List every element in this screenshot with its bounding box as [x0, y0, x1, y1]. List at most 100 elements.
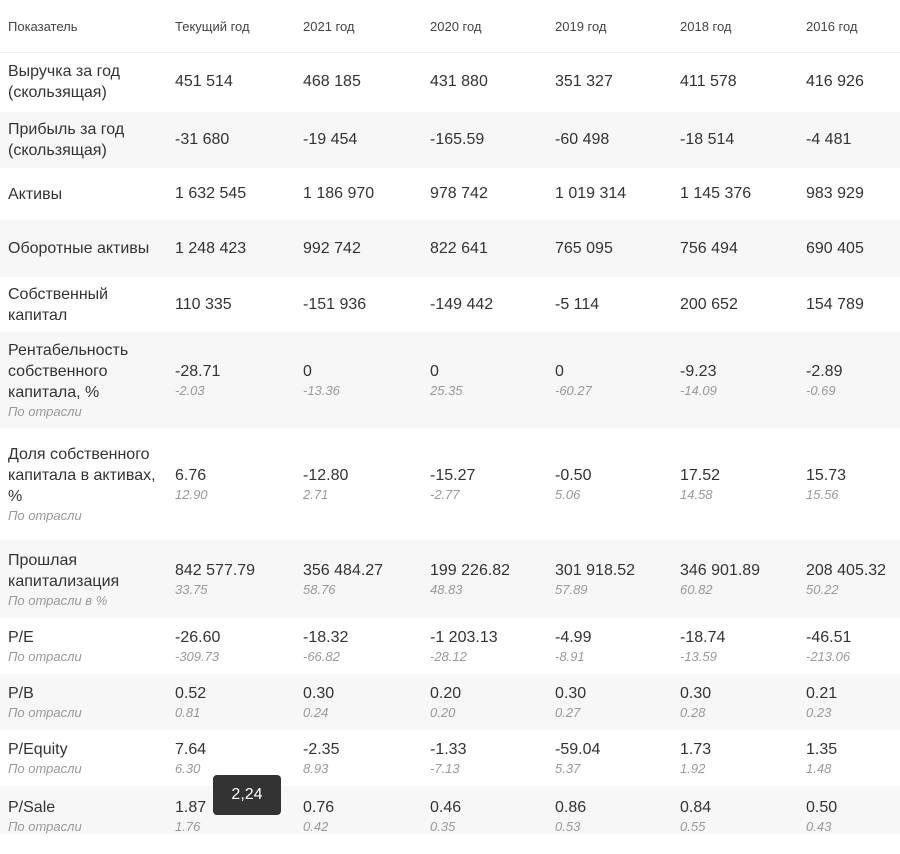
value: -18.74: [680, 628, 726, 646]
tooltip: 2,24: [213, 775, 281, 815]
table-row: P/Sale По отрасли 1.87 1.76 0.76 0.42 0.46 0.35…: [0, 786, 900, 834]
value-cell: 765 095: [555, 220, 677, 277]
value: 0.30: [680, 684, 712, 702]
industry-value: 2.71: [303, 486, 329, 502]
value: -1.33: [430, 740, 467, 758]
industry-value: 1.92: [680, 760, 706, 776]
industry-value: 0.27: [555, 704, 581, 720]
value: 0.50: [806, 798, 838, 816]
table-row: P/B По отрасли 0.52 0.81 0.30 0.24 0.20 0.20 0.3…: [0, 674, 900, 730]
row-label: P/E: [8, 629, 34, 646]
value: -18 514: [680, 131, 735, 148]
value: 17.52: [680, 466, 721, 484]
header-cell: 2020 год: [430, 18, 482, 34]
value: 416 926: [806, 73, 864, 90]
value: 468 185: [303, 73, 361, 90]
value: -12.80: [303, 466, 349, 484]
row-sublabel: По отрасли: [8, 705, 82, 720]
industry-value: 58.76: [303, 581, 336, 597]
value-cell: 0 -13.36: [303, 332, 428, 428]
value-cell: 17.52 14.58: [680, 428, 802, 540]
row-label: Прошлая капитализация: [8, 551, 120, 590]
value: 301 918.52: [555, 561, 636, 579]
header-cell: Текущий год: [175, 18, 250, 34]
value-cell: 0.46 0.35: [430, 786, 552, 834]
value: -4.99: [555, 628, 592, 646]
value: 1 145 376: [680, 185, 752, 202]
row-label-cell: Выручка за год (скользящая): [8, 52, 158, 112]
value-cell: -15.27 -2.77: [430, 428, 552, 540]
industry-value: 1.76: [175, 818, 201, 834]
value-cell: 301 918.52 57.89: [555, 540, 677, 618]
industry-value: -13.36: [303, 382, 340, 398]
value: 756 494: [680, 239, 738, 257]
value-cell: 451 514: [175, 52, 300, 112]
industry-value: 0.35: [430, 818, 456, 834]
value-cell: 356 484.27 58.76: [303, 540, 428, 618]
value-cell: 208 405.32 50.22: [806, 540, 900, 618]
table: Показатель Текущий год 2021 год 2020 год 201…: [0, 18, 900, 834]
value-cell: -4 481: [806, 112, 900, 168]
value-cell: -28.71 -2.03: [175, 332, 300, 428]
row-label-cell: P/Equity По отрасли: [8, 730, 158, 786]
industry-value: 0.24: [303, 704, 329, 720]
value: -28.71: [175, 362, 221, 380]
value-cell: -1.33 -7.13: [430, 730, 552, 786]
value-cell: -18.74 -13.59: [680, 618, 802, 674]
value-cell: 1 632 545: [175, 168, 300, 220]
value: 351 327: [555, 73, 613, 90]
value: 0: [430, 362, 439, 380]
value-cell: 0.52 0.81: [175, 674, 300, 730]
row-label-cell: P/E По отрасли: [8, 618, 158, 674]
table-row: Активы 1 632 545 1 186 970 978 742 1 019 314…: [0, 168, 900, 220]
industry-value: 6.30: [175, 760, 201, 776]
row-label: Собственный капитал: [8, 285, 109, 324]
industry-value: 5.06: [555, 486, 581, 502]
header-cell: 2016 год: [806, 18, 858, 34]
row-label: Рентабельность собственного капитала, %: [8, 342, 129, 401]
industry-value: 14.58: [680, 486, 713, 502]
value: 842 577.79: [175, 561, 256, 579]
value: -59.04: [555, 740, 601, 758]
table-row: Прибыль за год (скользящая) -31 680 -19 45…: [0, 112, 900, 168]
value-cell: 0 -60.27: [555, 332, 677, 428]
industry-value: -14.09: [680, 382, 717, 398]
table-row: P/E По отрасли -26.60 -309.73 -18.32 -66.82 -1…: [0, 618, 900, 674]
industry-value: 5.37: [555, 760, 581, 776]
value-cell: 0.76 0.42: [303, 786, 428, 834]
value: -46.51: [806, 628, 852, 646]
value: 200 652: [680, 295, 738, 313]
value-cell: 978 742: [430, 168, 552, 220]
value: 0.30: [303, 684, 335, 702]
value-cell: -12.80 2.71: [303, 428, 428, 540]
value-cell: -151 936: [303, 277, 428, 332]
value: -26.60: [175, 628, 221, 646]
value-cell: -26.60 -309.73: [175, 618, 300, 674]
value-cell: -59.04 5.37: [555, 730, 677, 786]
value: 0: [303, 362, 312, 380]
value-cell: 411 578: [680, 52, 802, 112]
value-cell: 756 494: [680, 220, 802, 277]
industry-value: -2.03: [175, 382, 205, 398]
industry-value: -60.27: [555, 382, 592, 398]
value-cell: 0.86 0.53: [555, 786, 677, 834]
value: -1 203.13: [430, 628, 498, 646]
value: -5 114: [555, 295, 600, 313]
value: 765 095: [555, 239, 613, 257]
row-sublabel: По отрасли: [8, 649, 82, 664]
value: 0.52: [175, 684, 207, 702]
value-cell: 0.20 0.20: [430, 674, 552, 730]
value: 431 880: [430, 73, 488, 90]
industry-value: 25.35: [430, 382, 463, 398]
header-cell: 2021 год: [303, 18, 355, 34]
value: -19 454: [303, 131, 358, 148]
value: -18.32: [303, 628, 349, 646]
value: -2.35: [303, 740, 340, 758]
value: 0.76: [303, 798, 335, 816]
industry-value: -309.73: [175, 648, 220, 664]
value: -2.89: [806, 362, 843, 380]
value: 1 248 423: [175, 239, 247, 257]
value: 1.87: [175, 798, 207, 816]
value-cell: -4.99 -8.91: [555, 618, 677, 674]
value-cell: 1 145 376: [680, 168, 802, 220]
